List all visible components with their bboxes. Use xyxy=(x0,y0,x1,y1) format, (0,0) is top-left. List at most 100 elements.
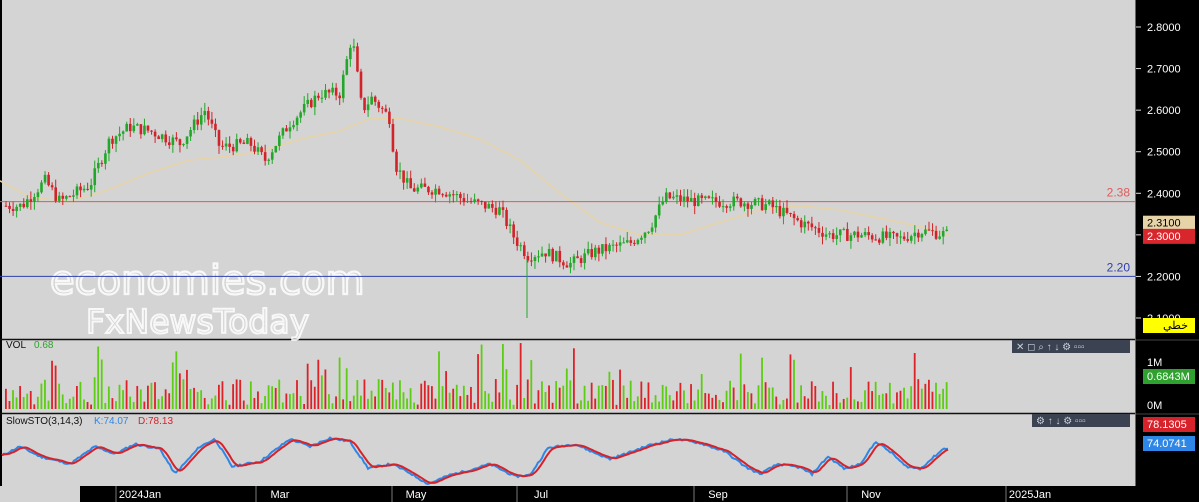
candle-body xyxy=(161,134,164,139)
volume-bar xyxy=(207,404,209,409)
volume-bar xyxy=(626,398,628,409)
volume-bar xyxy=(165,389,167,409)
volume-bar xyxy=(761,358,763,409)
level-label: 2.38 xyxy=(1107,186,1131,200)
candle-body xyxy=(83,189,86,190)
volume-bar xyxy=(257,391,259,409)
volume-bar xyxy=(55,366,57,409)
candle-body xyxy=(331,88,334,93)
candle-body xyxy=(214,124,217,130)
volume-bar xyxy=(143,402,145,409)
candle-body xyxy=(282,128,285,135)
candle-body xyxy=(580,258,583,263)
candle-body xyxy=(221,146,224,147)
candle-body xyxy=(612,245,615,246)
volume-bar xyxy=(438,351,440,409)
candle-body xyxy=(26,199,29,207)
chart-type-tag-text: خطي xyxy=(1163,320,1188,332)
volume-bar xyxy=(104,403,106,409)
candle-body xyxy=(232,147,235,151)
candle-body xyxy=(516,237,519,245)
volume-bar xyxy=(946,382,948,409)
candle xyxy=(669,192,672,199)
volume-bar xyxy=(261,403,263,409)
volume-bar xyxy=(214,396,216,409)
candle-body xyxy=(814,227,817,228)
volume-bar xyxy=(832,382,834,409)
svg-text:economies.com: economies.com xyxy=(50,258,365,304)
volume-bar xyxy=(119,385,121,409)
candle-body xyxy=(257,147,260,151)
volume-bar xyxy=(864,390,866,409)
candle-body xyxy=(349,48,352,59)
volume-bar xyxy=(896,392,898,409)
candle-body xyxy=(72,195,75,196)
volume-bar xyxy=(655,395,657,409)
volume-bar xyxy=(19,386,21,409)
volume-bar xyxy=(797,403,799,409)
volume-bar xyxy=(910,386,912,409)
volume-bar xyxy=(740,354,742,409)
candle-body xyxy=(367,104,370,110)
volume-bar xyxy=(893,403,895,409)
candle-body xyxy=(267,160,270,161)
candle-body xyxy=(285,128,288,131)
volume-bar xyxy=(935,383,937,409)
candle-body xyxy=(701,195,704,198)
candle-body xyxy=(356,46,359,71)
volume-pane-toolbar[interactable]: ✕ ◻ ⌕ ↑ ↓ ⚙ ▫▫▫ xyxy=(1012,340,1130,353)
candle-body xyxy=(65,196,68,199)
volume-bar xyxy=(378,379,380,409)
volume-bar xyxy=(651,402,653,409)
volume-bar xyxy=(151,383,153,409)
volume-bar xyxy=(72,397,74,409)
volume-bar xyxy=(889,383,891,409)
volume-bar xyxy=(271,386,273,409)
stochastic-pane-toolbar[interactable]: ⚙ ↑ ↓ ⚙ ▫▫▫ xyxy=(1032,414,1130,427)
candle-body xyxy=(512,224,515,237)
time-axis-label: Mar xyxy=(271,489,290,501)
candle-body xyxy=(917,233,920,238)
candle-body xyxy=(473,199,476,202)
candle-body xyxy=(708,196,711,197)
candle-body xyxy=(534,257,537,261)
candle-body xyxy=(796,218,799,220)
candle-body xyxy=(938,236,941,238)
candle-body xyxy=(942,231,945,236)
volume-bar xyxy=(83,399,85,409)
volume-bar xyxy=(559,388,561,409)
candle-body xyxy=(757,198,760,199)
volume-bar xyxy=(885,393,887,409)
volume-bar xyxy=(573,348,575,409)
candle-body xyxy=(615,245,618,246)
candle-body xyxy=(456,194,459,195)
volume-bar xyxy=(477,354,479,409)
candle-body xyxy=(388,112,391,124)
volume-bar xyxy=(697,390,699,409)
volume-bar xyxy=(875,382,877,409)
candle-body xyxy=(743,203,746,206)
candle-body xyxy=(463,198,466,202)
volume-bar xyxy=(23,397,25,409)
candle-body xyxy=(697,195,700,206)
candle-body xyxy=(491,204,494,208)
candle-body xyxy=(47,175,50,185)
volume-bar xyxy=(591,383,593,409)
volume-bar xyxy=(882,394,884,409)
volume-bar xyxy=(924,384,926,409)
volume-bar xyxy=(711,398,713,409)
volume-bar xyxy=(381,380,383,409)
volume-bar xyxy=(183,379,185,409)
candle-body xyxy=(37,192,40,197)
candle-body xyxy=(594,248,597,257)
volume-bar xyxy=(303,404,305,409)
volume-bar xyxy=(449,393,451,409)
volume-bar xyxy=(612,380,614,409)
candle-body xyxy=(186,136,189,143)
candle-body xyxy=(417,188,420,192)
volume-bar xyxy=(605,386,607,409)
volume-bar xyxy=(101,360,103,409)
candle-body xyxy=(264,152,267,161)
volume-bar xyxy=(523,398,525,409)
volume-bar xyxy=(136,386,138,409)
